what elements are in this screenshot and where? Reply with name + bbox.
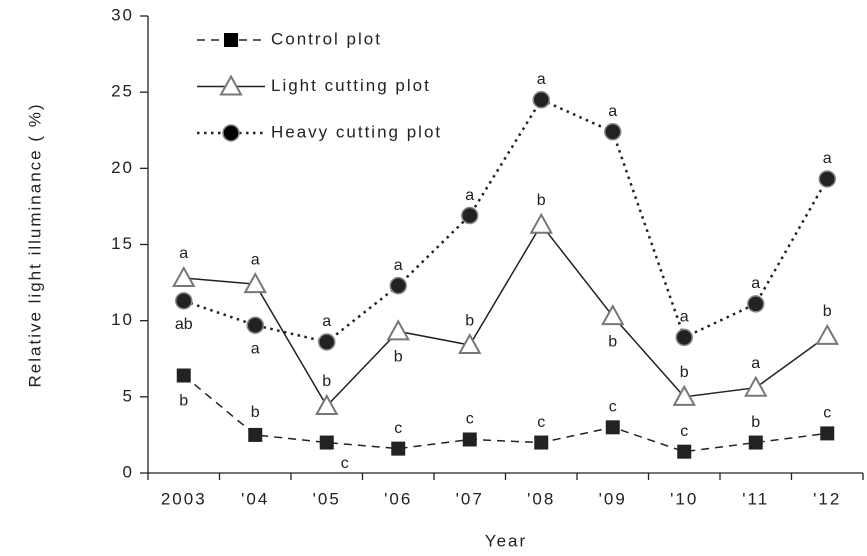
marker [318, 333, 336, 351]
marker [386, 319, 410, 341]
marker [677, 444, 692, 459]
marker [818, 170, 836, 188]
y-axis-label: Relative light illuminance ( %) [25, 103, 44, 388]
significance-letter: a [823, 150, 832, 167]
significance-letter: b [179, 393, 188, 410]
significance-letter: a [680, 309, 689, 326]
x-tick-label: '08 [527, 489, 555, 508]
x-tick-label: '06 [384, 489, 412, 508]
significance-letter: c [609, 399, 617, 416]
marker [176, 368, 191, 383]
significance-letter: a [751, 275, 760, 292]
y-tick-label: 10 [111, 310, 134, 329]
significance-letter: b [322, 373, 331, 390]
y-tick-label: 5 [123, 386, 134, 405]
significance-letter: c [466, 411, 474, 428]
marker [246, 316, 264, 334]
significance-letter: b [465, 312, 474, 329]
significance-letter: a [537, 71, 546, 88]
significance-letter: a [251, 340, 260, 357]
marker [605, 420, 620, 435]
marker [248, 427, 263, 442]
series-line [183, 223, 828, 408]
marker [532, 91, 550, 109]
marker [815, 323, 839, 345]
y-tick-label: 15 [111, 234, 134, 253]
legend-label: Light cutting plot [271, 76, 431, 95]
significance-letter: b [251, 404, 260, 421]
significance-letter: a [179, 245, 188, 262]
marker [389, 276, 407, 295]
significance-letter: c [537, 414, 545, 431]
y-tick-label: 25 [111, 82, 134, 101]
x-tick-label: '04 [241, 489, 269, 508]
marker [458, 332, 482, 355]
y-tick-label: 20 [111, 158, 134, 177]
marker [391, 441, 406, 456]
significance-letter: a [608, 103, 617, 120]
marker [675, 328, 693, 347]
significance-letter: c [394, 420, 402, 437]
marker [529, 212, 553, 234]
legend-marker [222, 124, 240, 142]
x-tick-label: '09 [599, 489, 627, 508]
y-tick-label: 0 [123, 462, 134, 481]
x-axis-label: Year [485, 531, 527, 550]
x-tick-label: '10 [670, 489, 698, 508]
series-line [183, 98, 829, 344]
marker [748, 435, 763, 450]
y-tick-label: 30 [111, 5, 134, 24]
legend-label: Heavy cutting plot [271, 122, 442, 141]
significance-letter: ab [175, 316, 193, 333]
x-tick-label: '05 [313, 489, 341, 508]
significance-letter: c [680, 423, 688, 440]
x-tick-label: 2003 [161, 489, 207, 508]
significance-letter: b [537, 192, 546, 209]
significance-letter: b [680, 364, 689, 381]
marker [744, 375, 768, 397]
significance-letter: a [251, 251, 260, 268]
marker [175, 292, 193, 310]
x-tick-label: '07 [456, 489, 484, 508]
marker [461, 206, 479, 225]
marker [604, 123, 622, 141]
significance-letter: a [465, 187, 474, 204]
x-tick-label: '11 [742, 489, 769, 508]
marker [172, 265, 196, 288]
marker [747, 295, 765, 313]
significance-letter: a [322, 313, 331, 330]
marker [315, 393, 339, 415]
marker [243, 272, 267, 294]
series-line [183, 374, 828, 453]
marker [820, 426, 835, 441]
significance-letter: c [823, 405, 831, 422]
significance-letter: b [823, 303, 832, 320]
legend-label: Control plot [271, 29, 382, 48]
significance-letter: a [751, 355, 760, 372]
marker [319, 435, 334, 450]
marker [672, 384, 696, 406]
marker [534, 435, 549, 450]
significance-letter: b [394, 349, 403, 366]
significance-letter: a [394, 257, 403, 274]
marker [462, 432, 477, 447]
significance-letter: b [608, 333, 617, 350]
legend-marker [224, 33, 238, 47]
legend-marker [219, 74, 243, 96]
x-tick-label: '12 [813, 489, 841, 508]
significance-letter: c [341, 455, 349, 472]
marker [601, 304, 625, 326]
significance-letter: b [751, 414, 760, 431]
